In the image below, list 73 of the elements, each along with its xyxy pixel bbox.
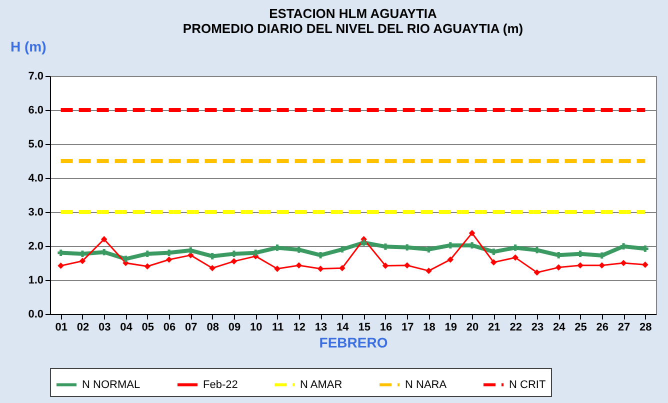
x-tick-label: 26 <box>596 322 609 334</box>
point <box>317 266 324 272</box>
x-tick-label: 22 <box>510 322 522 334</box>
point <box>100 236 108 242</box>
x-tick-label: 15 <box>358 322 370 334</box>
y-tick-label: 2.0 <box>28 240 44 252</box>
x-tick-label: 01 <box>55 322 68 334</box>
point <box>166 256 172 263</box>
y-tick-label: 6.0 <box>28 104 44 116</box>
x-tick-label: 03 <box>98 322 111 334</box>
point <box>317 252 324 258</box>
x-tick-label: 28 <box>640 322 652 334</box>
point <box>79 258 86 264</box>
legend-label: N NARA <box>405 378 448 391</box>
point <box>209 264 216 272</box>
point <box>555 264 562 271</box>
point <box>339 246 346 253</box>
point <box>404 262 410 269</box>
point <box>577 262 584 269</box>
point <box>144 263 151 270</box>
x-tick-label: 11 <box>272 322 284 334</box>
text: ESTACION HLM AGUAYTIA <box>269 6 437 21</box>
legend-label: N CRIT <box>509 378 546 391</box>
x-tick-label: 09 <box>228 322 241 334</box>
x-tick-label: 17 <box>401 322 414 334</box>
point <box>642 262 648 268</box>
point <box>274 266 280 272</box>
x-tick-label: 02 <box>76 322 90 334</box>
x-tick-label: 27 <box>618 322 630 334</box>
x-tick-label: 04 <box>120 322 134 334</box>
point <box>296 262 302 269</box>
point <box>598 262 606 269</box>
point <box>360 239 367 246</box>
point <box>534 269 540 276</box>
x-tick-label: 10 <box>250 322 262 334</box>
x-tick-label: 16 <box>380 322 392 334</box>
legend-label: Feb-22 <box>203 378 238 391</box>
x-tick-label: 19 <box>444 322 458 334</box>
y-tick-label: 1.0 <box>28 274 44 286</box>
y-tick-label: 7.0 <box>28 70 44 82</box>
legend-label: N NORMAL <box>82 378 140 391</box>
y-tick-label: 3.0 <box>28 206 44 218</box>
point <box>58 262 64 269</box>
x-tick-label: 24 <box>552 322 566 334</box>
point <box>230 258 238 264</box>
text: PROMEDIO DIARIO DEL NIVEL DEL RIO AGUAYTIA (m) <box>182 21 524 36</box>
y-tick-label: 0.0 <box>28 308 44 320</box>
point <box>620 260 627 266</box>
x-tick-label: 25 <box>574 322 587 334</box>
x-tick-label: 07 <box>185 322 198 334</box>
x-tick-label: 06 <box>163 322 176 334</box>
x-tick-label: 13 <box>314 322 328 334</box>
point <box>468 230 476 236</box>
y-axis-title: H (m) <box>10 38 46 54</box>
point <box>382 262 389 269</box>
point <box>512 254 518 261</box>
point <box>426 268 432 274</box>
x-tick-label: 08 <box>206 322 219 334</box>
x-tick-label: 23 <box>531 322 544 334</box>
y-tick-label: 4.0 <box>28 172 44 184</box>
point <box>447 256 454 263</box>
y-tick-label: 5.0 <box>28 138 44 150</box>
x-tick-label: 12 <box>293 322 306 334</box>
x-tick-label: 14 <box>336 322 350 334</box>
x-axis-title: FEBRERO <box>319 334 388 350</box>
x-tick-label: 21 <box>488 322 500 334</box>
point <box>490 259 497 266</box>
x-tick-label: 05 <box>142 322 154 334</box>
legend-label: N AMAR <box>300 378 342 391</box>
x-tick-label: 18 <box>423 322 436 334</box>
point <box>122 256 129 262</box>
point <box>339 264 346 272</box>
x-tick-label: 20 <box>466 322 479 334</box>
